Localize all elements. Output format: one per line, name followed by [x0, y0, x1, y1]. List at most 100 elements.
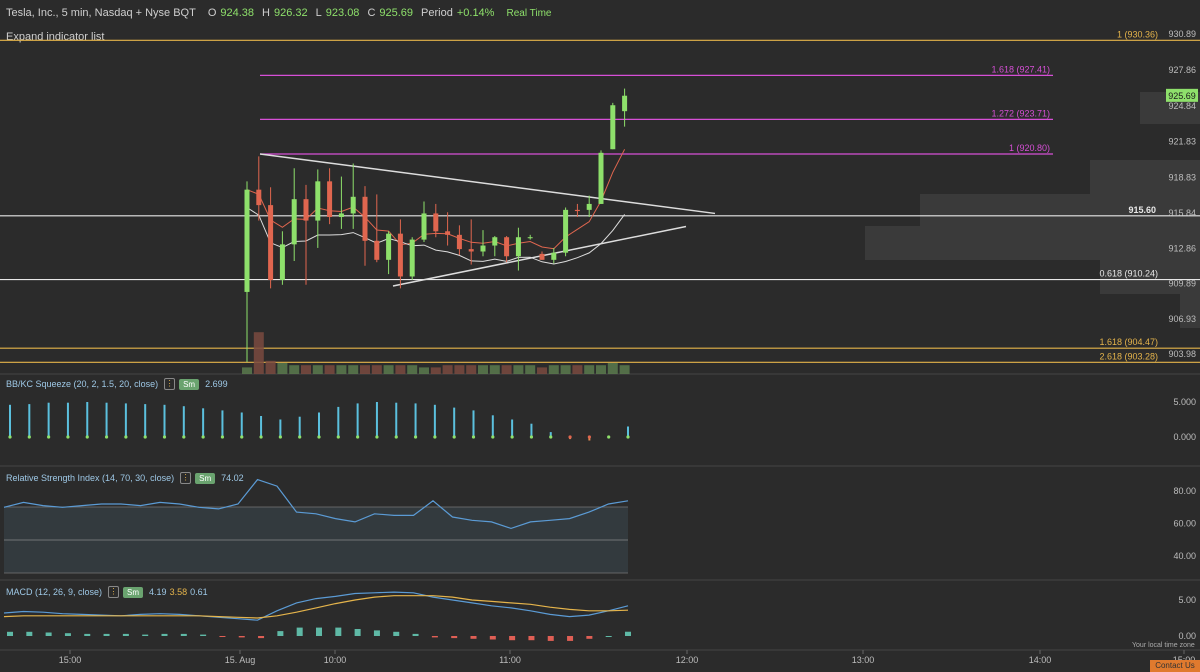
candle-body[interactable]: [504, 237, 510, 257]
time-axis-label: 10:00: [324, 655, 347, 665]
candle-body[interactable]: [515, 237, 521, 257]
candle-body[interactable]: [610, 105, 616, 150]
macd-hist-bar: [316, 627, 322, 636]
candle-body[interactable]: [468, 249, 474, 252]
high-value: 926.32: [274, 7, 308, 19]
realtime-label: Real Time: [506, 7, 552, 19]
squeeze-dot: [491, 435, 495, 439]
time-axis-label: 12:00: [676, 655, 699, 665]
macd-hist-bar: [412, 633, 419, 636]
squeeze-axis-label: 0.000: [1173, 432, 1196, 442]
candle-body[interactable]: [291, 199, 297, 245]
chart-header: Tesla, Inc., 5 min, Nasdaq + Nyse BQT O …: [0, 0, 1200, 26]
candle-body[interactable]: [315, 181, 321, 221]
candle-body[interactable]: [244, 189, 250, 292]
macd-menu-button[interactable]: ⋮: [108, 586, 120, 598]
squeeze-dot: [201, 435, 205, 439]
volume-bar: [584, 365, 595, 374]
squeeze-dot: [298, 435, 302, 439]
volume-bar: [360, 365, 370, 374]
price-axis-label: 906.93: [1168, 314, 1196, 324]
candle-body[interactable]: [445, 231, 451, 235]
candle-body[interactable]: [397, 233, 403, 277]
candle-body[interactable]: [574, 209, 580, 212]
candle-body[interactable]: [492, 237, 498, 246]
squeeze-dot: [104, 435, 109, 439]
candle-body[interactable]: [374, 240, 380, 260]
candle-body[interactable]: [527, 237, 533, 239]
macd-hist-bar: [470, 636, 477, 639]
squeeze-dot: [259, 435, 263, 439]
rsi-axis-label: 40.00: [1173, 551, 1196, 561]
candle-body[interactable]: [598, 152, 604, 204]
fib-1-magenta-line-label: 1 (920.80): [1009, 143, 1050, 153]
upper-trendline[interactable]: [259, 153, 716, 215]
volume-bar: [301, 365, 311, 374]
candle-body[interactable]: [563, 209, 569, 253]
candle-body[interactable]: [539, 253, 545, 260]
candle-body[interactable]: [421, 213, 427, 240]
current-price-tag: [1166, 88, 1198, 102]
squeeze-menu-button[interactable]: ⋮: [164, 378, 176, 390]
candle-body[interactable]: [338, 213, 344, 218]
candle-body[interactable]: [409, 239, 415, 277]
candle-body[interactable]: [279, 244, 285, 281]
macd-hist-bar: [567, 636, 574, 641]
candle-body[interactable]: [303, 199, 309, 221]
current-price-text: 925.69: [1168, 91, 1196, 101]
macd-hist-bar: [431, 636, 438, 638]
macd-hist-bar: [7, 631, 13, 636]
price-axis-label: 930.89: [1168, 29, 1196, 39]
candle-body[interactable]: [350, 196, 356, 214]
rsi-sm-button[interactable]: Sm: [195, 472, 216, 484]
macd-hist-bar: [489, 636, 496, 640]
volume-bar: [466, 365, 477, 374]
macd-hist-value: 0.61: [190, 587, 208, 597]
macd-hist-bar: [451, 636, 458, 639]
fib-2618-orange-line-label: 2.618 (903.28): [1099, 351, 1158, 361]
squeeze-dot: [278, 435, 282, 439]
rsi-title: Relative Strength Index (14, 70, 30, clo…: [6, 473, 175, 483]
squeeze-dot: [394, 435, 398, 439]
macd-hist-bar: [142, 634, 149, 636]
candle-body[interactable]: [456, 234, 462, 250]
candle-body[interactable]: [551, 252, 557, 260]
macd-hist-bar: [528, 636, 535, 641]
volume-bar: [242, 367, 252, 374]
macd-hist-bar: [103, 633, 110, 636]
squeeze-dot: [47, 435, 51, 439]
macd-hist-bar: [64, 633, 71, 636]
rsi-legend: Relative Strength Index (14, 70, 30, clo…: [6, 472, 244, 484]
squeeze-dot: [452, 435, 456, 439]
period-change: +0.14%: [456, 7, 495, 19]
macd-hist-bar: [586, 636, 593, 639]
candle-body[interactable]: [433, 213, 439, 232]
volume-bar: [607, 363, 618, 374]
contact-us-button[interactable]: Contact Us: [1150, 660, 1200, 672]
candle-body[interactable]: [362, 196, 368, 241]
candle-body[interactable]: [622, 95, 628, 112]
macd-hist-bar: [238, 636, 245, 638]
squeeze-dot: [182, 435, 186, 439]
squeeze-sm-button[interactable]: Sm: [179, 378, 200, 390]
squeeze-dot: [413, 435, 418, 439]
volume-bar: [289, 365, 300, 374]
squeeze-legend: BB/KC Squeeze (20, 2, 1.5, 20, close) ⋮ …: [6, 378, 228, 390]
macd-sm-button[interactable]: Sm: [123, 586, 144, 598]
candle-body[interactable]: [268, 205, 274, 281]
candle-body[interactable]: [480, 245, 486, 252]
candle-body[interactable]: [256, 189, 262, 206]
candle-body[interactable]: [327, 181, 333, 218]
squeeze-dot: [587, 435, 591, 439]
candle-body[interactable]: [386, 233, 392, 260]
macd-hist-bar: [122, 633, 129, 636]
volume-bar: [548, 365, 559, 374]
candle-body[interactable]: [586, 203, 592, 210]
time-axis-label: 15. Aug: [225, 655, 256, 665]
low-value: 923.08: [325, 7, 360, 19]
squeeze-dot: [124, 435, 128, 439]
rsi-menu-button[interactable]: ⋮: [180, 472, 192, 484]
squeeze-dot: [549, 435, 553, 439]
close-label: C: [367, 7, 376, 19]
